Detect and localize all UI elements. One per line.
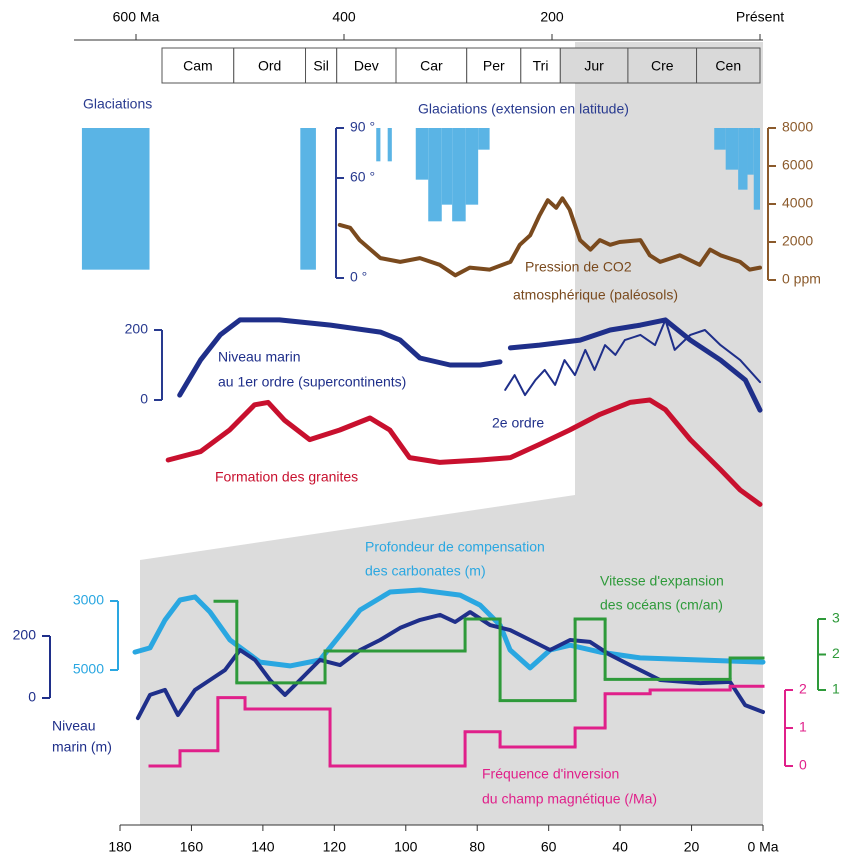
- period-box: [305, 47, 338, 84]
- period-label: Tri: [533, 58, 549, 74]
- series-line: [165, 397, 763, 507]
- series-label: des carbonates (m): [365, 563, 486, 579]
- glaciation-label: Glaciations: [83, 96, 152, 112]
- y-tick-label: 5000: [73, 661, 104, 677]
- y-tick-label: 0 °: [350, 269, 367, 285]
- period-label: Dev: [354, 58, 379, 74]
- x-tick-label: Présent: [736, 9, 784, 25]
- series-label: atmosphérique (paléosols): [513, 287, 678, 303]
- glaciation-bar: [452, 128, 466, 222]
- glaciation-bar: [81, 128, 150, 270]
- period-label: Cre: [651, 58, 674, 74]
- glaciation-bar: [465, 128, 479, 205]
- series-label: au 1er ordre (supercontinents): [218, 374, 406, 390]
- period-label: Jur: [584, 58, 604, 74]
- y-tick-label: 0: [799, 757, 807, 773]
- series-label: du champ magnétique (/Ma): [482, 791, 657, 807]
- period-box: [336, 47, 397, 84]
- x-tick-label: 200: [540, 9, 564, 25]
- period-label: Cam: [183, 58, 213, 74]
- x-tick-label: 0 Ma: [747, 839, 778, 855]
- y-tick-label: 4000: [782, 195, 813, 211]
- y-tick-label: 2: [799, 681, 807, 697]
- x-tick-label: 40: [612, 839, 628, 855]
- series-label: Niveau: [52, 718, 96, 734]
- x-tick-label: 180: [108, 839, 132, 855]
- y-tick-label: 1: [799, 719, 807, 735]
- x-tick-label: 60: [541, 839, 557, 855]
- y-tick-label: 0: [28, 689, 36, 705]
- glaciation-bar: [725, 128, 739, 170]
- period-box: [161, 47, 235, 84]
- series-label: Pression de CO2: [525, 259, 632, 275]
- period-label: Cen: [715, 58, 741, 74]
- series-line: [135, 610, 765, 721]
- glaciation-bar: [753, 128, 760, 210]
- period-box: [627, 47, 698, 84]
- period-label: Car: [420, 58, 443, 74]
- period-box: [233, 47, 307, 84]
- period-box: [395, 47, 468, 84]
- period-label: Per: [483, 58, 505, 74]
- y-tick-label: 1: [832, 681, 840, 697]
- y-tick-label: 3: [832, 610, 840, 626]
- y-tick-label: 2000: [782, 233, 813, 249]
- glaciation-bar: [428, 128, 442, 222]
- period-box: [696, 47, 761, 84]
- series-label: Fréquence d'inversion: [482, 766, 619, 782]
- x-tick-label: 600 Ma: [113, 9, 160, 25]
- series-label: Niveau marin: [218, 349, 300, 365]
- y-tick-label: 2: [832, 645, 840, 661]
- series-label: des océans (cm/an): [600, 597, 723, 613]
- x-tick-label: 20: [684, 839, 700, 855]
- y-tick-label: 0 ppm: [782, 271, 821, 287]
- y-tick-label: 90 °: [350, 119, 375, 135]
- glaciation-bar: [300, 128, 316, 270]
- series-label: Vitesse d'expansion: [600, 573, 724, 589]
- period-box: [466, 47, 522, 84]
- series-line: [337, 196, 762, 278]
- series-line: [177, 317, 763, 413]
- series-label: Formation des granites: [215, 469, 358, 485]
- glaciation-bar: [747, 128, 754, 175]
- series-label: marin (m): [52, 739, 112, 755]
- x-tick-label: 80: [469, 839, 485, 855]
- series-line: [132, 587, 766, 671]
- y-tick-label: 0: [140, 391, 148, 407]
- series-line: [504, 318, 761, 397]
- x-tick-label: 120: [323, 839, 347, 855]
- y-tick-label: 60 °: [350, 169, 375, 185]
- y-tick-label: 200: [125, 321, 149, 337]
- glaciation-bar: [478, 128, 490, 150]
- glaciation-bar: [387, 128, 392, 162]
- glaciation-bar: [441, 128, 453, 205]
- x-tick-label: 160: [180, 839, 204, 855]
- x-tick-label: 100: [394, 839, 418, 855]
- y-tick-label: 200: [13, 627, 37, 643]
- y-tick-label: 3000: [73, 592, 104, 608]
- glaciation-bar: [714, 128, 726, 150]
- glaciation-bar: [415, 128, 429, 180]
- y-tick-label: 6000: [782, 157, 813, 173]
- x-tick-label: 140: [251, 839, 275, 855]
- series-label: 2e ordre: [492, 415, 544, 431]
- glaciation-bar: [376, 128, 381, 162]
- glaciation-bar: [738, 128, 748, 190]
- y-tick-label: 8000: [782, 119, 813, 135]
- x-tick-label: 400: [332, 9, 356, 25]
- glaciation-lat-label: Glaciations (extension en latitude): [418, 101, 629, 117]
- gray-band: [140, 42, 763, 825]
- period-label: Ord: [258, 58, 281, 74]
- series-label: Profondeur de compensation: [365, 539, 545, 555]
- period-label: Sil: [313, 58, 329, 74]
